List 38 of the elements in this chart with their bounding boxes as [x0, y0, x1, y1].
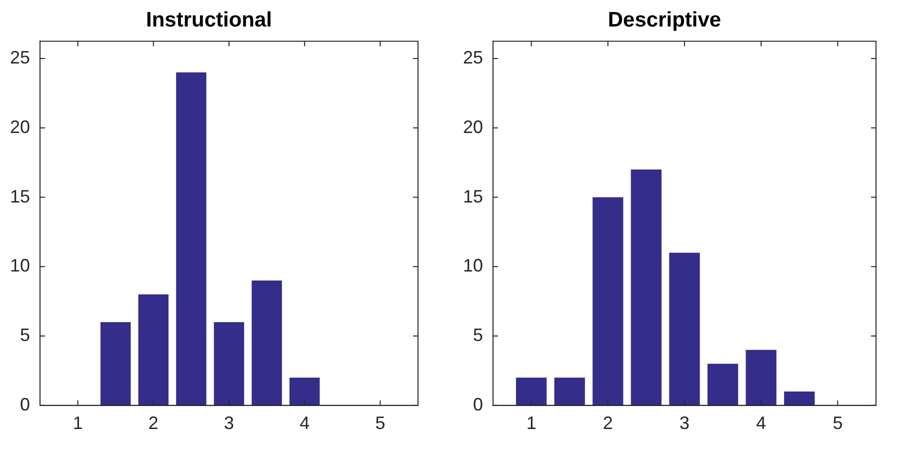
y-tick-label: 15 [10, 186, 30, 206]
y-tick-label: 25 [462, 48, 484, 68]
bar [516, 378, 547, 406]
x-tick-label: 4 [300, 413, 310, 434]
bar [252, 280, 282, 406]
y-tick-label: 10 [10, 256, 30, 276]
y-tick-label: 25 [10, 48, 30, 68]
x-tick-label: 2 [148, 413, 158, 434]
y-tick-label: 15 [462, 186, 484, 206]
y-tick-label: 0 [473, 394, 484, 414]
bar [746, 350, 776, 406]
chart-title: Descriptive [608, 8, 722, 32]
y-tick-label: 5 [473, 324, 484, 345]
x-tick-label: 3 [680, 413, 690, 434]
x-tick-label: 5 [375, 413, 386, 434]
x-tick-label: 5 [832, 413, 843, 434]
bar [138, 294, 169, 406]
x-tick-label: 3 [224, 413, 234, 434]
y-tick-label: 10 [462, 256, 484, 276]
bar [669, 252, 700, 406]
bar [592, 197, 624, 406]
y-tick-label: 0 [20, 394, 30, 414]
bar [176, 72, 206, 406]
bar [214, 322, 244, 406]
bar [289, 378, 320, 406]
x-tick-label: 2 [602, 413, 613, 434]
bar [630, 170, 662, 406]
x-tick-label: 1 [72, 413, 83, 434]
bar [707, 364, 738, 406]
y-tick-label: 20 [462, 116, 484, 137]
bar [100, 322, 131, 406]
chart-title: Instructional [146, 8, 272, 32]
x-tick-label: 4 [756, 413, 766, 434]
bar [554, 378, 585, 406]
y-tick-label: 20 [10, 116, 30, 137]
x-tick-label: 1 [526, 413, 536, 434]
bar [784, 392, 815, 406]
y-tick-label: 5 [20, 324, 30, 345]
